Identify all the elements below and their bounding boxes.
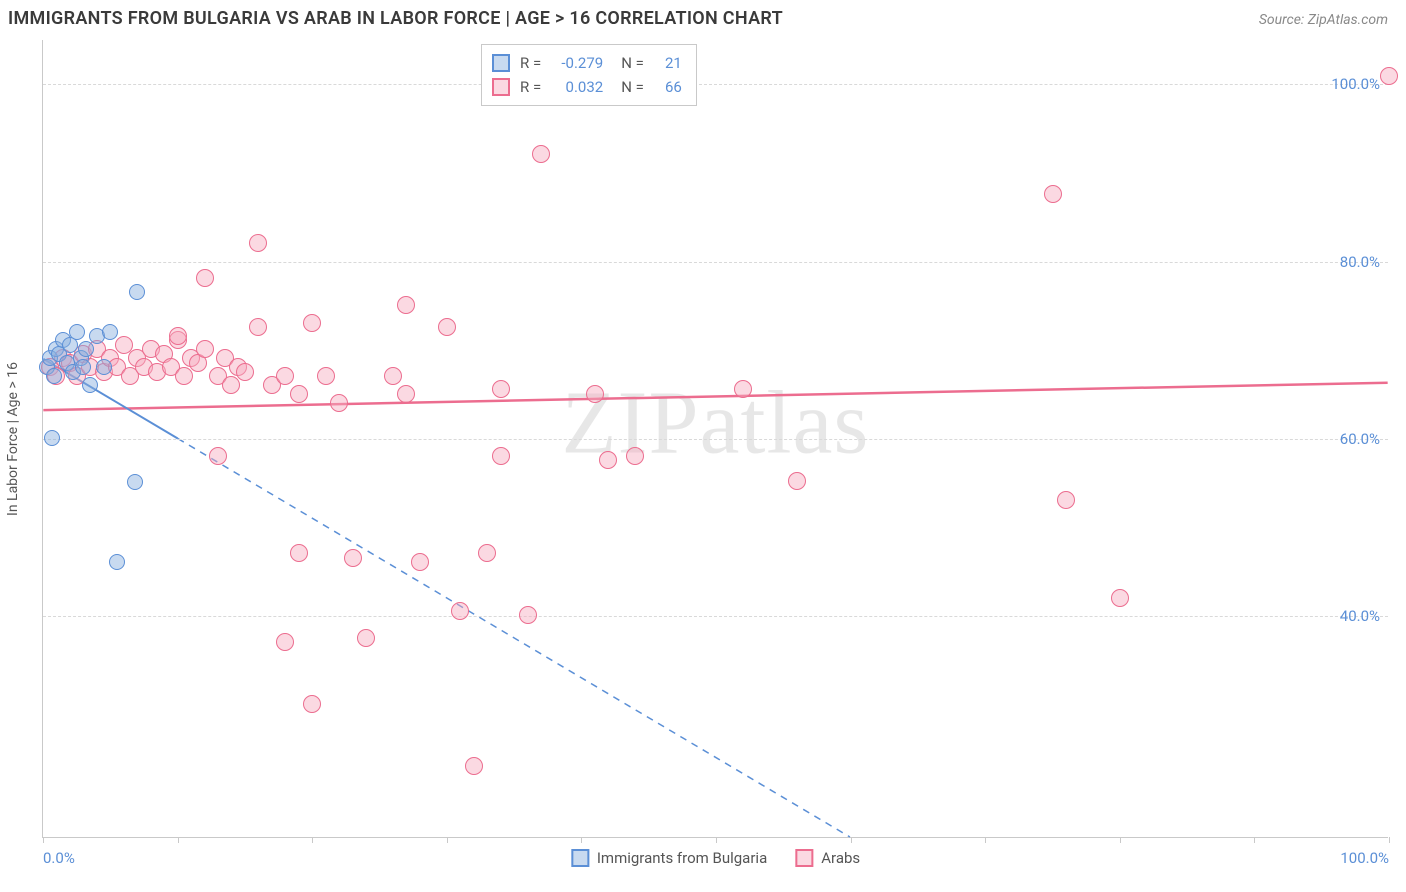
pink-data-point <box>626 447 644 465</box>
x-tick <box>581 837 582 843</box>
legend-item-blue: Immigrants from Bulgaria <box>571 849 767 867</box>
series-legend: Immigrants from Bulgaria Arabs <box>571 849 860 867</box>
legend-label: Arabs <box>821 849 860 867</box>
x-tick-label: 0.0% <box>43 849 75 867</box>
pink-swatch-icon <box>795 849 813 867</box>
n-label: N = <box>621 75 644 99</box>
pink-data-point <box>330 394 348 412</box>
pink-data-point <box>196 269 214 287</box>
blue-data-point <box>44 430 60 446</box>
r-value: -0.279 <box>549 51 603 75</box>
pink-data-point <box>249 318 267 336</box>
blue-data-point <box>69 324 85 340</box>
pink-data-point <box>175 367 193 385</box>
pink-data-point <box>519 606 537 624</box>
pink-data-point <box>1044 185 1062 203</box>
pink-data-point <box>1380 67 1398 85</box>
pink-data-point <box>196 340 214 358</box>
blue-swatch-icon <box>571 849 589 867</box>
pink-data-point <box>1111 589 1129 607</box>
blue-data-point <box>78 341 94 357</box>
x-tick-label: 100.0% <box>1340 849 1389 867</box>
pink-data-point <box>492 447 510 465</box>
r-label: R = <box>520 51 541 75</box>
x-tick <box>851 837 852 843</box>
pink-data-point <box>411 553 429 571</box>
r-value: 0.032 <box>549 75 603 99</box>
r-label: R = <box>520 75 541 99</box>
n-value: 21 <box>652 51 682 75</box>
source-attribution: Source: ZipAtlas.com <box>1259 12 1388 28</box>
blue-data-point <box>129 284 145 300</box>
x-tick <box>312 837 313 843</box>
gridline <box>43 262 1388 263</box>
x-tick <box>43 837 44 843</box>
pink-data-point <box>599 451 617 469</box>
x-tick <box>1389 837 1390 843</box>
pink-data-point <box>303 314 321 332</box>
x-tick <box>985 837 986 843</box>
correlation-legend: R = -0.279 N = 21 R = 0.032 N = 66 <box>481 44 697 106</box>
pink-data-point <box>384 367 402 385</box>
blue-data-point <box>75 359 91 375</box>
blue-data-point <box>109 554 125 570</box>
pink-data-point <box>290 544 308 562</box>
pink-data-point <box>451 602 469 620</box>
pink-data-point <box>169 327 187 345</box>
pink-data-point <box>303 695 321 713</box>
blue-data-point <box>96 359 112 375</box>
x-tick <box>1254 837 1255 843</box>
scatter-chart: In Labor Force | Age > 16 ZIPatlas 40.0%… <box>42 40 1388 838</box>
pink-data-point <box>532 145 550 163</box>
pink-data-point <box>478 544 496 562</box>
pink-data-point <box>788 472 806 490</box>
blue-data-point <box>82 377 98 393</box>
pink-data-point <box>276 633 294 651</box>
y-tick-label: 100.0% <box>1331 75 1380 93</box>
pink-data-point <box>317 367 335 385</box>
pink-data-point <box>290 385 308 403</box>
legend-item-pink: Arabs <box>795 849 860 867</box>
pink-data-point <box>222 376 240 394</box>
pink-data-point <box>276 367 294 385</box>
pink-data-point <box>492 380 510 398</box>
x-tick <box>178 837 179 843</box>
n-label: N = <box>621 51 644 75</box>
pink-data-point <box>344 549 362 567</box>
x-tick <box>716 837 717 843</box>
pink-swatch-icon <box>492 78 510 96</box>
gridline <box>43 84 1388 85</box>
pink-data-point <box>734 380 752 398</box>
y-tick-label: 60.0% <box>1340 430 1380 448</box>
pink-data-point <box>1057 491 1075 509</box>
x-tick <box>1120 837 1121 843</box>
pink-data-point <box>357 629 375 647</box>
pink-data-point <box>397 385 415 403</box>
pink-data-point <box>438 318 456 336</box>
gridline <box>43 616 1388 617</box>
pink-data-point <box>236 363 254 381</box>
pink-data-point <box>586 385 604 403</box>
y-axis-title: In Labor Force | Age > 16 <box>5 362 21 516</box>
legend-row-blue: R = -0.279 N = 21 <box>492 51 682 75</box>
pink-data-point <box>397 296 415 314</box>
y-tick-label: 40.0% <box>1340 607 1380 625</box>
blue-data-point <box>46 368 62 384</box>
n-value: 66 <box>652 75 682 99</box>
pink-data-point <box>249 234 267 252</box>
x-tick <box>447 837 448 843</box>
blue-swatch-icon <box>492 54 510 72</box>
blue-data-point <box>102 324 118 340</box>
pink-data-point <box>209 447 227 465</box>
y-tick-label: 80.0% <box>1340 253 1380 271</box>
gridline <box>43 439 1388 440</box>
chart-title: IMMIGRANTS FROM BULGARIA VS ARAB IN LABO… <box>8 8 783 29</box>
legend-label: Immigrants from Bulgaria <box>597 849 767 867</box>
blue-data-point <box>127 474 143 490</box>
pink-data-point <box>465 757 483 775</box>
legend-row-pink: R = 0.032 N = 66 <box>492 75 682 99</box>
